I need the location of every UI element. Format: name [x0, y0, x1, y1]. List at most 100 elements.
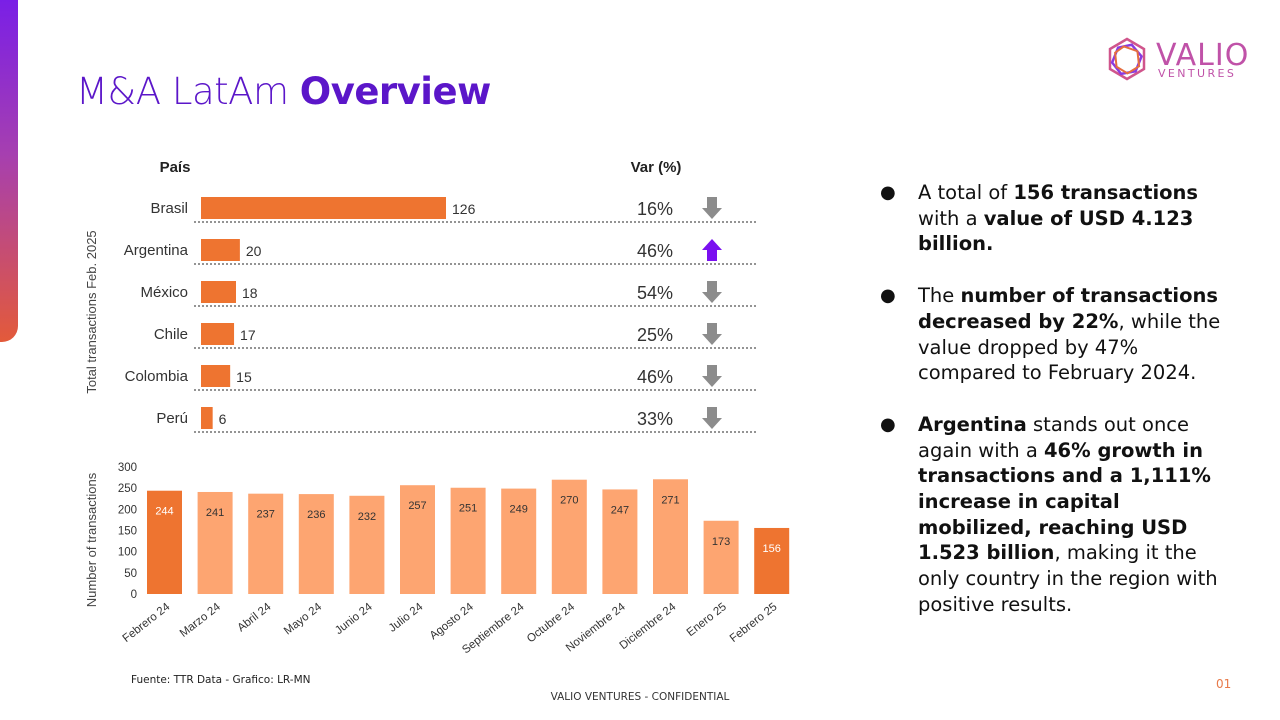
month-value-9: 247: [611, 504, 629, 516]
bullet-bold-text: 46% growth in transactions and a 1,111% …: [918, 438, 1211, 565]
bullet-item: ● Argentina stands out once again with a …: [878, 412, 1228, 618]
month-bar-5: [400, 485, 435, 594]
var-pct-4: 46%: [637, 367, 673, 387]
y-tick-5: 250: [118, 483, 137, 495]
month-value-0: 244: [155, 506, 173, 518]
month-value-8: 270: [560, 495, 578, 507]
month-bar-3: [298, 494, 334, 594]
arrow-up-icon-1: [702, 239, 722, 261]
bullet-list: ● A total of 156 transactions with a valu…: [878, 180, 1228, 644]
month-value-5: 257: [408, 500, 426, 512]
page-title: M&A LatAm Overview: [76, 70, 491, 113]
arrow-down-icon-2: [702, 281, 722, 303]
month-label-1: Marzo 24: [178, 601, 224, 640]
country-label-0: Brasil: [150, 200, 188, 217]
bullet-dot-icon: ●: [880, 285, 896, 307]
title-light: M&A LatAm: [76, 70, 300, 113]
bullet-text: , while the value dropped by 47% compare…: [918, 309, 1221, 385]
bullet-text: with a: [918, 206, 984, 230]
country-label-5: Perú: [156, 410, 188, 427]
title-bold: Overview: [299, 70, 492, 113]
logo-subtitle: VENTURES: [1158, 67, 1237, 80]
bullet-bold-text: number of transactions decreased by 22%: [918, 284, 1219, 333]
month-label-6: Agosto 24: [428, 601, 477, 643]
month-value-12: 156: [763, 543, 781, 555]
month-label-10: Diciembre 24: [618, 601, 679, 653]
country-value-5: 6: [219, 411, 227, 427]
month-value-3: 236: [307, 509, 325, 521]
month-value-11: 173: [712, 536, 730, 548]
bullet-text: The: [918, 284, 961, 308]
footer-confidential: VALIO VENTURES - CONFIDENTIAL: [550, 691, 730, 703]
bullet-item: ● The number of transactions decreased by…: [878, 283, 1228, 386]
month-bar-10: [653, 479, 688, 594]
bullet-item: ● A total of 156 transactions with a valu…: [878, 180, 1228, 257]
var-pct-1: 46%: [637, 241, 673, 261]
logo: VALIO VENTURES: [1104, 36, 1254, 84]
logo-name: VALIO: [1156, 38, 1250, 73]
month-value-6: 251: [459, 503, 477, 515]
month-label-4: Junio 24: [333, 601, 375, 638]
country-bar-5: [201, 407, 213, 429]
var-pct-0: 16%: [637, 199, 673, 219]
month-bar-12: [754, 527, 790, 594]
month-label-12: Febrero 25: [728, 601, 780, 645]
arrow-down-icon-3: [702, 323, 722, 345]
month-bar-9: [602, 489, 638, 594]
month-label-0: Febrero 24: [121, 601, 173, 645]
header-country: País: [160, 159, 191, 176]
country-bar-2: [201, 281, 236, 303]
month-bar-0: [147, 490, 182, 594]
y-tick-6: 300: [118, 462, 137, 474]
accent-bar: [0, 0, 18, 342]
country-label-2: México: [140, 284, 188, 301]
y-tick-3: 150: [118, 526, 137, 538]
arrow-down-icon-5: [702, 407, 722, 429]
month-value-7: 249: [510, 504, 528, 516]
bullet-text: stands out once again with a: [918, 412, 1190, 462]
country-bar-3: [201, 323, 235, 345]
bullet-text: , making it the only country in the regi…: [918, 541, 1218, 616]
country-bar-4: [201, 365, 231, 387]
month-bar-2: [248, 493, 284, 594]
bullet-dot-icon: ●: [880, 182, 896, 203]
y-tick-2: 100: [118, 547, 137, 559]
month-value-2: 237: [257, 509, 275, 521]
country-bar-0: [201, 197, 446, 219]
arrow-down-icon-0: [702, 197, 722, 219]
month-value-10: 271: [661, 494, 679, 506]
horizontal-chart-ylabel: Total transactions Feb. 2025: [84, 230, 99, 393]
bullet-bold-text: value of USD 4.123 billion.: [918, 206, 1194, 256]
month-bar-4: [349, 495, 385, 594]
month-bar-7: [501, 488, 537, 594]
month-bar-8: [551, 479, 587, 594]
country-value-2: 18: [242, 285, 258, 301]
month-value-1: 241: [206, 507, 224, 519]
month-bar-6: [450, 487, 486, 594]
bullet-bold-text: 156 transactions: [1013, 181, 1199, 204]
bullet-bold-text: Argentina: [918, 412, 1027, 436]
month-label-5: Julio 24: [387, 601, 426, 635]
var-pct-3: 25%: [637, 325, 673, 345]
page-number: 01: [1216, 677, 1232, 691]
source-note: Fuente: TTR Data - Grafico: LR-MN: [131, 674, 311, 686]
chart-area: País Var (%) Total transactions Feb. 2025 B…: [84, 159, 790, 656]
month-value-4: 232: [358, 511, 376, 523]
y-tick-0: 0: [131, 589, 137, 601]
bullet-text: A total of: [918, 181, 1014, 204]
month-label-3: Mayo 24: [282, 601, 325, 638]
logo-hexagon-icon: [1108, 37, 1146, 81]
y-tick-1: 50: [124, 568, 137, 580]
month-bar-1: [197, 491, 233, 594]
country-value-1: 20: [246, 243, 262, 259]
country-label-1: Argentina: [124, 242, 189, 259]
month-label-8: Octubre 24: [525, 601, 578, 646]
country-value-4: 15: [236, 369, 252, 385]
month-label-2: Abril 24: [235, 601, 274, 635]
bullet-dot-icon: ●: [880, 413, 896, 435]
monthly-chart-ylabel: Number of transactions: [84, 472, 99, 607]
month-label-11: Enero 25: [685, 601, 729, 639]
month-bar-11: [703, 520, 739, 594]
var-pct-5: 33%: [637, 409, 673, 429]
country-bar-1: [201, 239, 240, 261]
